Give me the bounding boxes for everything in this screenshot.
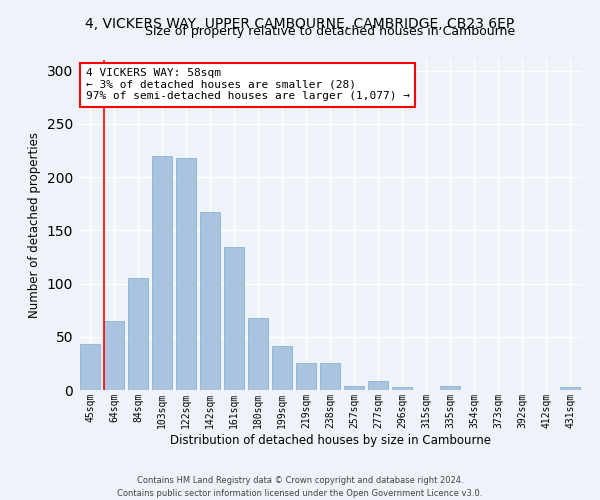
Text: 4 VICKERS WAY: 58sqm
← 3% of detached houses are smaller (28)
97% of semi-detach: 4 VICKERS WAY: 58sqm ← 3% of detached ho… [86, 68, 410, 102]
Bar [296, 364, 316, 390]
Bar [248, 318, 268, 390]
Bar [104, 321, 124, 390]
Bar [368, 382, 388, 390]
Bar [224, 248, 244, 390]
Bar [392, 387, 412, 390]
Text: Contains HM Land Registry data © Crown copyright and database right 2024.
Contai: Contains HM Land Registry data © Crown c… [118, 476, 482, 498]
X-axis label: Distribution of detached houses by size in Cambourne: Distribution of detached houses by size … [170, 434, 491, 446]
Bar [176, 158, 196, 390]
Bar [128, 278, 148, 390]
Bar [344, 386, 364, 390]
Bar [440, 386, 460, 390]
Y-axis label: Number of detached properties: Number of detached properties [28, 132, 41, 318]
Bar [200, 212, 220, 390]
Bar [80, 344, 100, 390]
Bar [560, 387, 580, 390]
Title: Size of property relative to detached houses in Cambourne: Size of property relative to detached ho… [145, 25, 515, 38]
Bar [320, 364, 340, 390]
Bar [152, 156, 172, 390]
Text: 4, VICKERS WAY, UPPER CAMBOURNE, CAMBRIDGE, CB23 6EP: 4, VICKERS WAY, UPPER CAMBOURNE, CAMBRID… [85, 18, 515, 32]
Bar [272, 346, 292, 390]
